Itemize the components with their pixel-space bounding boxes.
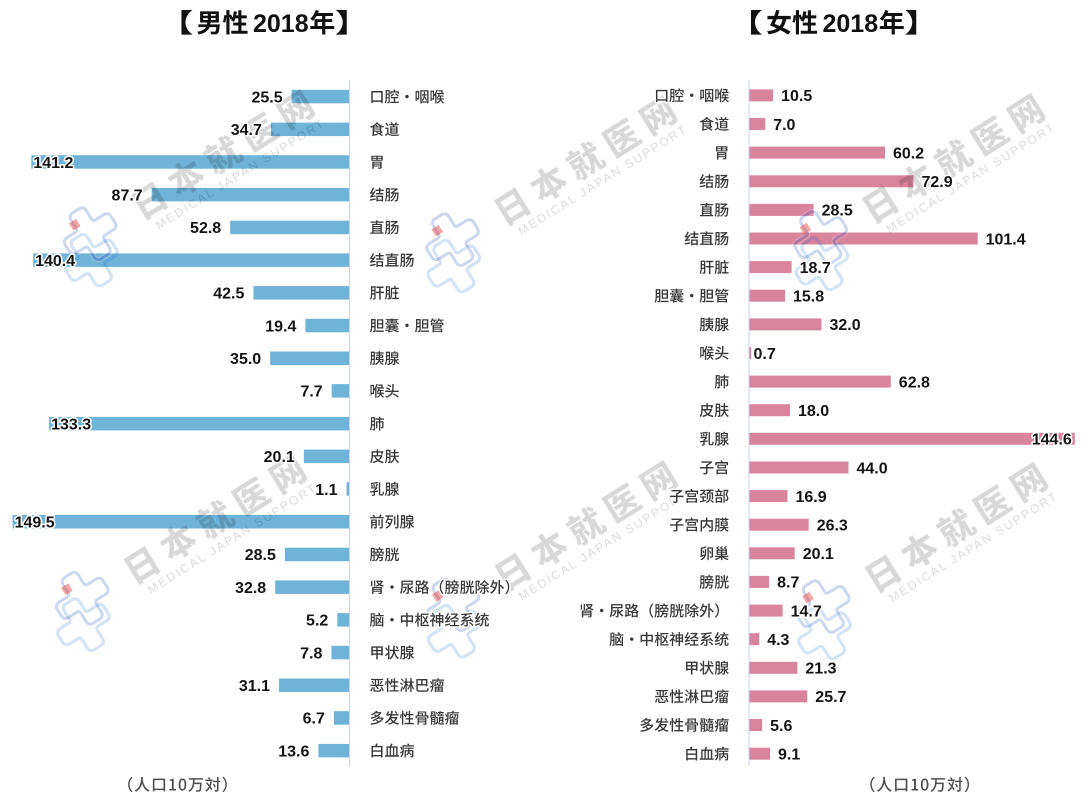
svg-text:149.5: 149.5 [15, 515, 55, 532]
svg-text:7.0: 7.0 [773, 117, 795, 134]
svg-text:52.8: 52.8 [190, 220, 221, 237]
svg-text:13.6: 13.6 [278, 743, 309, 760]
svg-text:7.8: 7.8 [300, 645, 322, 662]
svg-text:141.2: 141.2 [33, 155, 73, 172]
svg-text:28.5: 28.5 [822, 203, 853, 220]
svg-text:20.1: 20.1 [803, 546, 834, 563]
svg-text:32.0: 32.0 [830, 317, 861, 334]
svg-text:5.2: 5.2 [306, 613, 328, 630]
svg-text:44.0: 44.0 [857, 460, 888, 477]
svg-text:14.7: 14.7 [791, 603, 822, 620]
svg-text:19.4: 19.4 [265, 318, 296, 335]
svg-text:18.7: 18.7 [800, 260, 831, 277]
svg-text:101.4: 101.4 [986, 231, 1026, 248]
svg-text:31.1: 31.1 [239, 678, 270, 695]
svg-text:5.6: 5.6 [770, 718, 792, 735]
svg-text:4.3: 4.3 [767, 632, 789, 649]
svg-text:26.3: 26.3 [817, 518, 848, 535]
svg-text:10.5: 10.5 [781, 88, 812, 105]
svg-text:25.7: 25.7 [815, 689, 846, 706]
svg-text:8.7: 8.7 [777, 575, 799, 592]
svg-text:60.2: 60.2 [893, 145, 924, 162]
svg-text:1.1: 1.1 [315, 482, 337, 499]
svg-text:62.8: 62.8 [899, 374, 930, 391]
svg-text:28.5: 28.5 [245, 547, 276, 564]
svg-text:21.3: 21.3 [805, 661, 836, 678]
svg-text:133.3: 133.3 [51, 416, 91, 433]
svg-text:25.5: 25.5 [251, 89, 282, 106]
svg-text:9.1: 9.1 [778, 747, 800, 764]
svg-text:144.6: 144.6 [1032, 432, 1072, 449]
svg-text:15.8: 15.8 [793, 289, 824, 306]
svg-text:7.7: 7.7 [300, 384, 322, 401]
svg-text:2018: 2018 [823, 10, 879, 38]
svg-text:18.0: 18.0 [798, 403, 829, 420]
svg-text:42.5: 42.5 [213, 286, 244, 303]
svg-text:34.7: 34.7 [231, 122, 262, 139]
svg-text:2018: 2018 [253, 10, 309, 38]
svg-text:0.7: 0.7 [754, 346, 776, 363]
svg-text:16.9: 16.9 [796, 489, 827, 506]
svg-text:140.4: 140.4 [35, 253, 75, 270]
svg-text:20.1: 20.1 [264, 449, 295, 466]
svg-text:6.7: 6.7 [303, 711, 325, 728]
svg-text:72.9: 72.9 [922, 174, 953, 191]
svg-text:35.0: 35.0 [230, 351, 261, 368]
svg-text:87.7: 87.7 [112, 188, 143, 205]
svg-text:32.8: 32.8 [235, 580, 266, 597]
